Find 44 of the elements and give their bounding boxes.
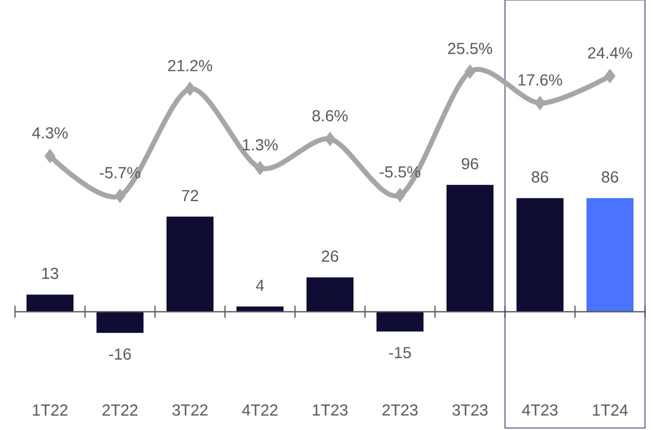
bar [166,216,214,312]
data-label: 21.2% [168,60,212,72]
data-label: 13 [42,268,58,280]
x-tick-label: 2T22 [102,404,138,416]
bar [376,312,424,332]
data-label: 1.3% [242,139,278,150]
point [604,68,616,84]
point [44,148,56,164]
bar [26,294,74,312]
data-label: 4 [256,280,264,291]
data-label: 8.6% [312,110,348,122]
x-tick-label: 3T22 [172,404,208,416]
bar [516,198,564,312]
point [114,188,126,204]
bar [96,312,144,333]
data-label: 86 [602,171,618,183]
x-tick-label: 1T23 [312,404,348,416]
point [534,96,546,110]
x-tick-label: 4T23 [522,404,558,416]
data-label: 96 [462,158,478,170]
x-tick-label: 3T23 [452,404,488,416]
x-tick-label: 1T24 [592,404,628,416]
point [184,82,196,96]
bar [446,184,494,312]
x-tick-label: 4T22 [242,404,278,416]
x-tick-label: 1T22 [32,404,68,416]
point [394,188,406,202]
data-label: 86 [532,171,548,183]
data-label: 26 [322,250,338,262]
point [464,64,476,79]
data-label: -5.5% [380,166,420,178]
data-label: 17.6% [518,74,562,86]
data-label: -15 [389,347,411,358]
point [254,160,266,176]
data-label: 25.5% [448,42,492,54]
point [324,132,336,146]
bar [586,198,634,312]
x-tick-label: 2T23 [382,404,418,416]
data-label: -5.7% [100,167,140,178]
data-label: 4.3% [32,127,68,139]
data-label: -16 [109,348,131,360]
data-label: 24.4% [588,47,632,59]
bar [306,277,354,312]
data-label: 72 [182,190,198,202]
